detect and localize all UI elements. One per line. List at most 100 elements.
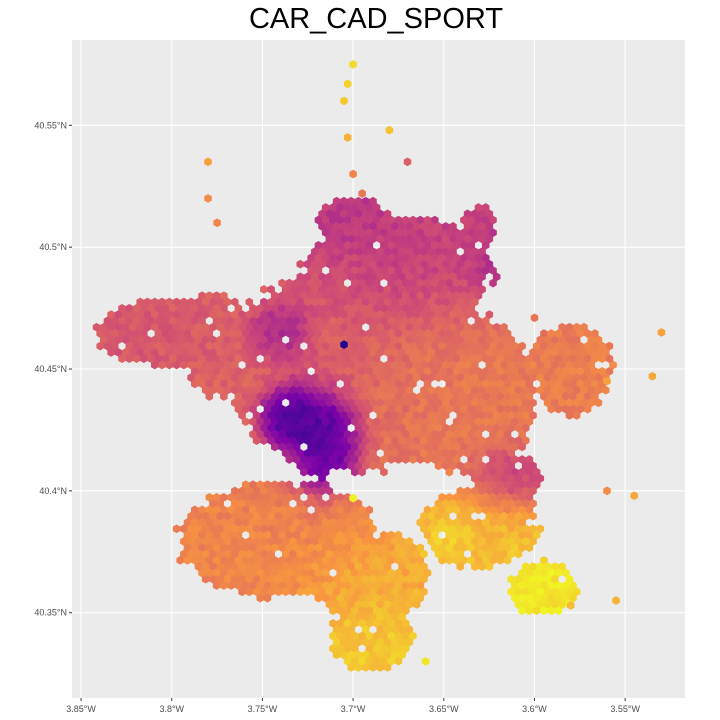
y-tick-label: 40.5°N <box>39 242 67 252</box>
hex-cell <box>205 392 214 401</box>
hex-cell <box>489 354 497 364</box>
hex-cell <box>325 587 334 597</box>
hex-cell <box>289 524 297 534</box>
hex-cell <box>423 417 432 427</box>
hex-cell <box>452 303 461 313</box>
hex-cell <box>201 549 210 559</box>
hex-cell <box>143 322 152 332</box>
hex-cell <box>500 511 508 521</box>
hex-cell <box>369 335 377 345</box>
hex-cell <box>336 455 345 464</box>
hex-cell <box>318 247 326 256</box>
hex-cell <box>387 429 395 439</box>
hex-cell <box>561 379 570 389</box>
hex-cell <box>576 392 585 401</box>
hex-cell <box>471 436 479 445</box>
hex-cell <box>358 379 366 389</box>
hex-cell <box>263 543 272 553</box>
hex-cell <box>423 442 432 452</box>
hex-cell <box>365 644 374 653</box>
hex-cell <box>267 562 275 571</box>
hex-cell <box>449 234 457 244</box>
hex-cell <box>340 398 348 408</box>
hex-cell <box>558 360 566 370</box>
hex-cell <box>336 253 345 263</box>
hex-cell <box>136 297 144 307</box>
hex-cell <box>332 360 341 370</box>
hex-cell <box>336 215 345 225</box>
hex-cell <box>296 385 305 395</box>
axis-ticks: 3.85°W 3.8°W 3.75°W 3.7°W 3.65°W 3.6°W 3.55°W4… <box>34 120 640 714</box>
hex-cell <box>303 411 312 420</box>
hex-cell <box>292 404 301 414</box>
hex-cell <box>398 637 406 647</box>
hex-cell <box>478 537 486 546</box>
hex-cell <box>332 625 341 634</box>
hex-cell <box>281 360 290 370</box>
hex-cell <box>252 423 261 433</box>
hex-cell <box>569 404 577 414</box>
hex-cell <box>198 316 206 326</box>
hex-cell <box>136 322 144 332</box>
hex-cell <box>332 637 341 647</box>
hex-cell <box>351 366 359 376</box>
hex-cell <box>380 366 388 376</box>
hex-cell <box>267 297 275 307</box>
hex-cell <box>125 303 134 313</box>
hex-cell <box>176 354 184 364</box>
hex-cell <box>434 360 443 370</box>
hex-cell <box>140 303 148 313</box>
hex-cell <box>474 442 483 452</box>
hex-cell <box>161 303 170 313</box>
hex-cell <box>460 329 468 338</box>
hex-cell <box>565 322 574 332</box>
hex-cell <box>569 354 577 364</box>
hex-cell <box>212 316 221 326</box>
hex-cell <box>420 272 428 282</box>
hex-cell <box>471 373 479 382</box>
hex-cell <box>431 392 439 401</box>
hex-cell <box>471 486 479 496</box>
hex-cell <box>289 486 297 496</box>
hex-cell <box>129 322 137 332</box>
hex-cell <box>256 341 264 351</box>
hex-cell <box>471 310 479 319</box>
hex-cell <box>231 562 239 571</box>
hex-cell <box>321 291 330 301</box>
hex-cell <box>398 650 406 660</box>
hex-cell <box>343 253 352 263</box>
hex-cell <box>372 429 381 439</box>
y-tick-label: 40.4°N <box>39 486 67 496</box>
hex-cell <box>267 348 275 357</box>
hex-cell <box>194 549 203 559</box>
hex-cell <box>125 316 134 326</box>
hex-cell <box>507 373 515 382</box>
hex-cell <box>503 429 512 439</box>
hex-cell <box>205 303 214 313</box>
hex-cell <box>161 316 170 326</box>
hex-cell <box>507 461 515 471</box>
hex-cell <box>485 360 494 370</box>
hex-cell <box>281 524 290 534</box>
hex-cell <box>401 631 410 641</box>
hex-cell <box>351 341 359 351</box>
hex-cell <box>267 549 275 559</box>
hex-cell <box>401 291 410 301</box>
hex-cell <box>281 486 290 496</box>
hex-cell <box>449 537 457 546</box>
hex-cell <box>587 373 595 382</box>
hex-cell <box>463 322 472 332</box>
hex-cell <box>296 373 305 382</box>
hex-cell <box>351 530 359 540</box>
hex-cell <box>405 574 414 584</box>
hex-cell <box>554 354 563 364</box>
hex-cell <box>209 511 217 521</box>
hex-cell <box>394 429 403 439</box>
hex-cell <box>412 398 421 408</box>
hex-cell <box>445 253 454 263</box>
hex-cell <box>525 543 534 553</box>
hex-cell <box>263 568 272 578</box>
hex-cell <box>321 354 330 364</box>
hex-cell <box>409 303 417 313</box>
hex-cell <box>340 373 348 382</box>
